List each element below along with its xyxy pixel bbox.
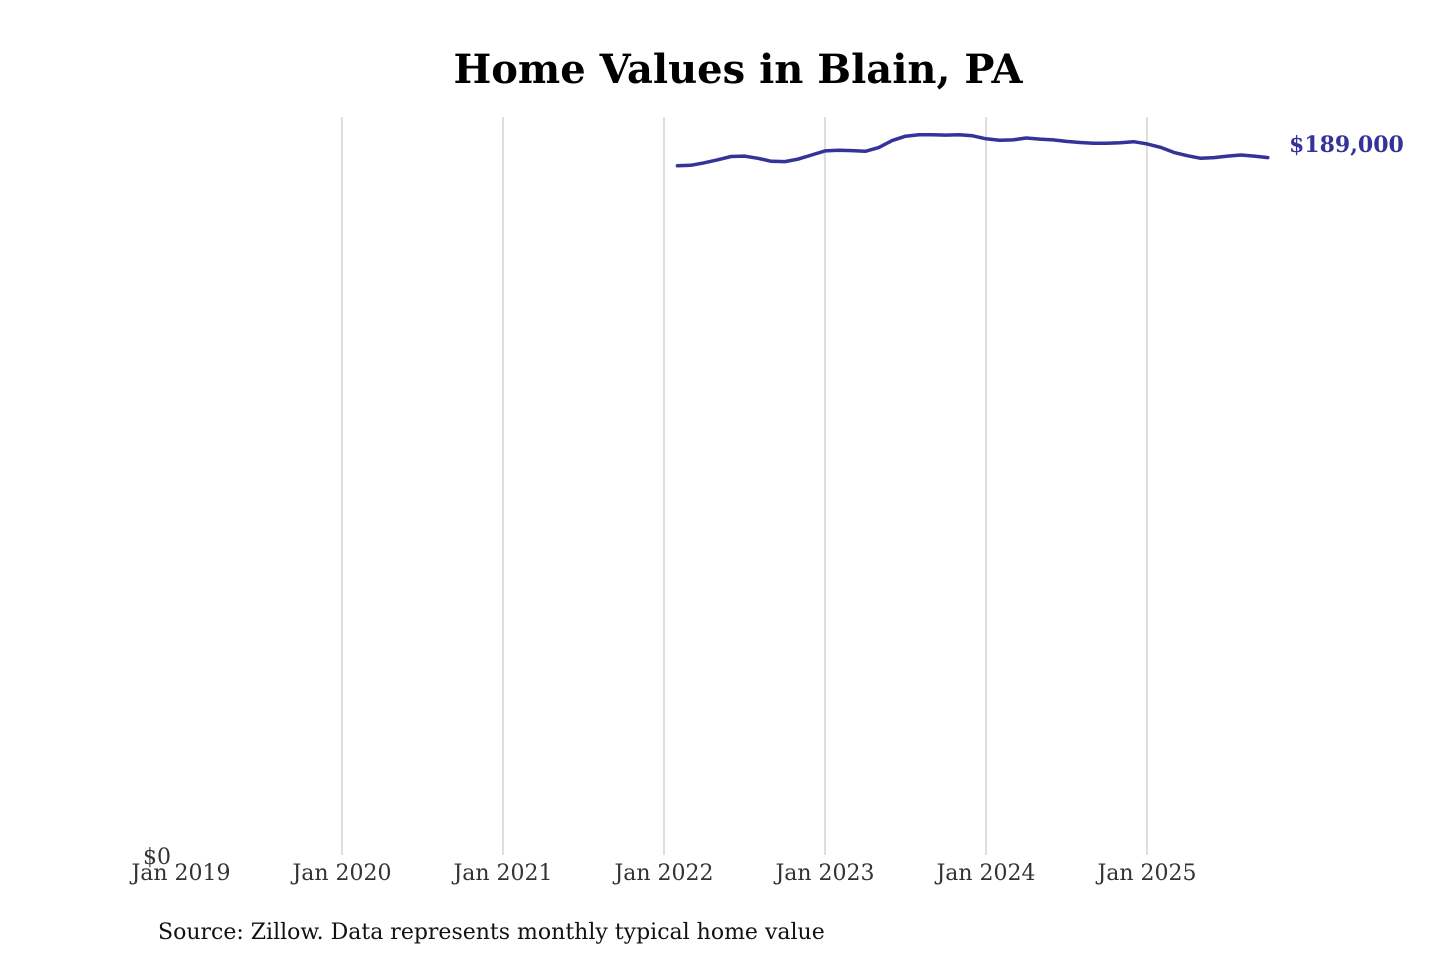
chart-title: Home Values in Blain, PA <box>453 46 1023 93</box>
x-tick-label: Jan 2019 <box>129 861 230 886</box>
x-tick-label: Jan 2020 <box>290 861 391 886</box>
x-tick-label: Jan 2021 <box>451 861 552 886</box>
x-axis-ticks: Jan 2019 Jan 2020 Jan 2021 Jan 2022 Jan 2023… <box>129 861 1196 886</box>
source-note: Source: Zillow. Data represents monthly … <box>158 920 825 945</box>
vertical-gridlines <box>341 117 1148 855</box>
series-line-home-value <box>675 132 1270 168</box>
x-tick-label: Jan 2025 <box>1095 861 1196 886</box>
y-axis-ticks: $0 <box>143 845 171 870</box>
x-tick-label: Jan 2024 <box>934 861 1035 886</box>
x-tick-label: Jan 2023 <box>773 861 874 886</box>
end-value-label: $189,000 <box>1289 132 1404 158</box>
y-tick-label: $0 <box>143 845 171 870</box>
x-tick-label: Jan 2022 <box>612 861 713 886</box>
